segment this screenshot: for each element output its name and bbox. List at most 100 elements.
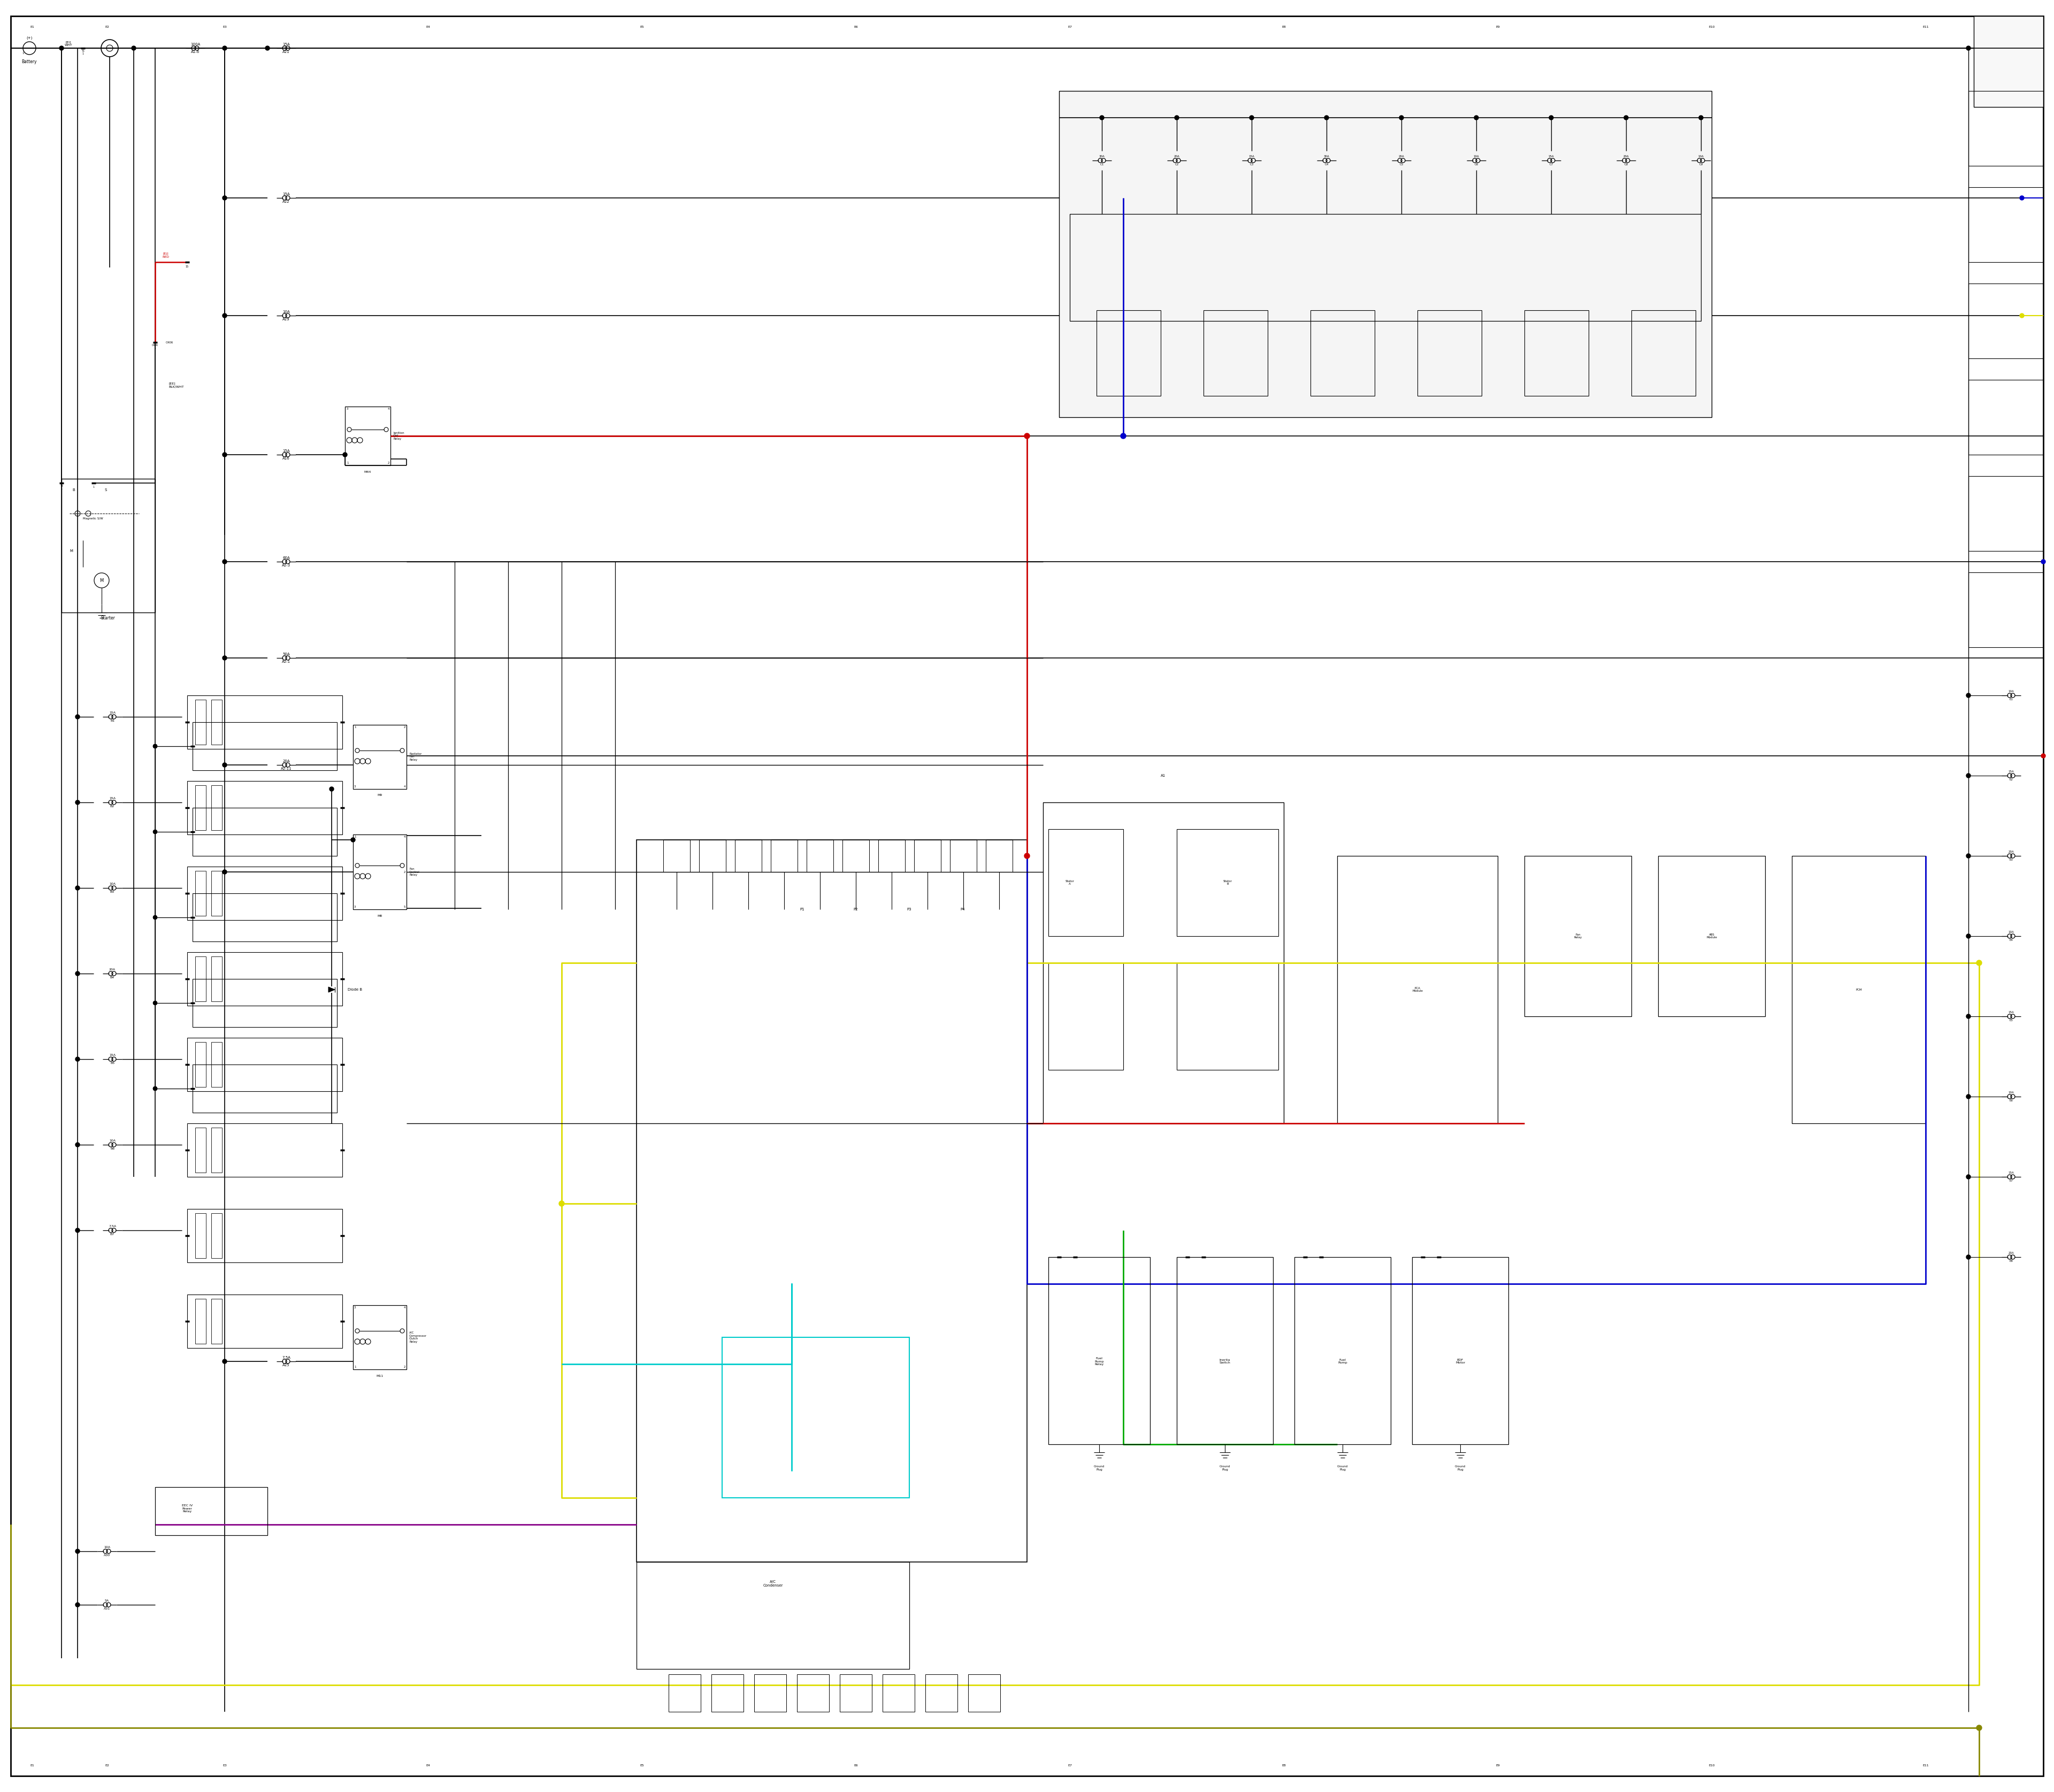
Circle shape [76,971,80,975]
Text: C2: C2 [1175,163,1179,167]
Text: P2: P2 [854,909,859,910]
Bar [663,840,690,873]
Circle shape [76,1228,80,1233]
Text: E6: E6 [854,25,859,29]
Bar [637,1563,910,1668]
Circle shape [76,715,80,719]
Bar [212,785,222,830]
Bar [1204,310,1267,396]
Circle shape [222,559,226,564]
Text: E5: E5 [639,1763,645,1767]
Text: 15A: 15A [1249,156,1255,158]
Bar [1294,1256,1391,1444]
Bar [353,724,407,788]
Circle shape [76,801,80,805]
Circle shape [154,830,156,833]
Bar [193,894,337,941]
Circle shape [154,1002,156,1005]
Text: 50A: 50A [283,652,290,656]
Circle shape [222,869,226,874]
Circle shape [222,47,226,50]
Bar [1968,186,2044,262]
Bar [1048,1256,1150,1444]
Circle shape [222,656,226,659]
Text: 7.5A: 7.5A [281,1357,290,1360]
Circle shape [1399,115,1403,120]
Bar [193,808,337,857]
Text: 10A: 10A [1699,156,1705,158]
Circle shape [154,1002,156,1005]
Polygon shape [329,987,335,993]
Text: T4
1: T4 1 [60,484,64,491]
Bar [1524,310,1588,396]
Text: (+): (+) [27,36,33,39]
Text: E9: E9 [1495,25,1499,29]
Bar [212,1299,222,1344]
Bar [754,1674,787,1711]
Bar [1974,16,2044,108]
Text: M8: M8 [378,914,382,918]
Text: PCM: PCM [1855,987,1861,991]
Bar [193,978,337,1027]
Bar [1177,1256,1273,1444]
Text: EDF
Motor: EDF Motor [1456,1358,1465,1364]
Text: B: B [72,489,74,491]
Text: Ignition
Coil
Relay: Ignition Coil Relay [392,432,405,441]
Bar [797,1674,830,1711]
Bar [195,871,205,916]
Circle shape [1966,694,1970,697]
Bar [770,840,797,873]
Text: E5: E5 [2009,1020,2013,1021]
Text: 10A: 10A [109,883,115,885]
Text: E8: E8 [1282,25,1286,29]
Text: E10: E10 [1709,1763,1715,1767]
Text: C406
1: C406 1 [152,344,158,349]
Circle shape [2019,195,2023,201]
Circle shape [1966,774,1970,778]
Text: Starter: Starter [101,616,115,620]
Text: 10A: 10A [283,310,290,314]
Circle shape [154,916,156,919]
Circle shape [222,453,226,457]
Bar [195,1127,205,1172]
Text: M9: M9 [378,794,382,797]
Text: 20A: 20A [109,968,115,971]
Text: E4: E4 [425,25,429,29]
Bar [62,478,156,613]
Circle shape [1966,1014,1970,1018]
Circle shape [1976,1726,1982,1731]
Text: E1: E1 [2009,699,2013,701]
Text: ABS
Module: ABS Module [1707,934,1717,939]
Text: EEC IV
Power
Relay: EEC IV Power Relay [183,1503,193,1512]
Bar [212,1041,222,1088]
Bar [1337,857,1497,1124]
Bar [1968,91,2044,167]
Text: 15A: 15A [283,450,290,453]
Bar [879,840,906,873]
Circle shape [1175,115,1179,120]
Text: E5: E5 [639,25,645,29]
Text: E8: E8 [2009,1260,2013,1262]
Bar [840,1674,871,1711]
Bar [914,840,941,873]
Text: 15A: 15A [2009,1011,2015,1014]
Circle shape [154,830,156,833]
Text: Ground
Plug: Ground Plug [1337,1466,1347,1471]
Text: 10A: 10A [109,1140,115,1142]
Circle shape [1966,1254,1970,1260]
Circle shape [154,744,156,747]
Text: A21: A21 [283,50,290,54]
Text: C8: C8 [1625,163,1629,167]
Text: B4: B4 [111,977,115,978]
Bar [195,1213,205,1258]
Text: Diode B: Diode B [347,987,362,991]
Circle shape [265,47,269,50]
Bar [187,1124,343,1177]
Bar [212,699,222,745]
Text: E2: E2 [2009,778,2013,781]
Text: 15A: 15A [2009,771,2015,772]
Text: T1
1: T1 1 [82,50,84,56]
Circle shape [76,1143,80,1147]
Text: E2: E2 [105,25,109,29]
Bar [1631,310,1697,396]
